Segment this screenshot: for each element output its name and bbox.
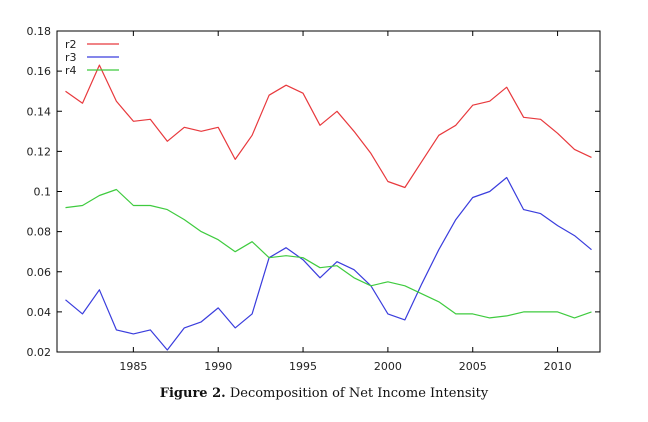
y-tick-label: 0.02: [27, 346, 52, 359]
axis-ticks: 0.02 0.04 0.06 0.08 0.1 0.12 0.14 0.16 0.18 1985 1…: [27, 25, 600, 373]
y-tick-label: 0.14: [27, 105, 52, 118]
legend-label-r4: r4: [65, 64, 77, 77]
x-tick-label: 1985: [119, 360, 147, 373]
legend-label-r3: r3: [65, 51, 77, 64]
y-tick-label: 0.08: [27, 226, 52, 239]
x-tick-label: 1990: [204, 360, 232, 373]
legend-label-r2: r2: [65, 38, 77, 51]
figure-caption-text: Decomposition of Net Income Intensity: [229, 386, 489, 401]
y-tick-label: 0.1: [34, 186, 52, 199]
y-tick-label: 0.18: [27, 25, 52, 38]
y-tick-label: 0.04: [27, 306, 52, 319]
figure-caption: Figure 2. Decomposition of Net Income In…: [0, 386, 648, 401]
x-tick-label: 1995: [289, 360, 317, 373]
series-lines: [65, 64, 592, 351]
figure-number: Figure 2.: [159, 386, 226, 401]
series-line-r3: [65, 176, 592, 351]
x-tick-label: 2005: [459, 360, 487, 373]
y-tick-label: 0.12: [27, 145, 52, 158]
series-line-r4: [65, 188, 592, 319]
y-tick-label: 0.16: [27, 65, 52, 78]
plot-area-border: [56, 30, 601, 353]
y-tick-label: 0.06: [27, 266, 52, 279]
x-tick-label: 2010: [544, 360, 572, 373]
plot-frame: [56, 30, 601, 353]
series-line-r2: [65, 64, 592, 189]
x-tick-label: 2000: [374, 360, 402, 373]
